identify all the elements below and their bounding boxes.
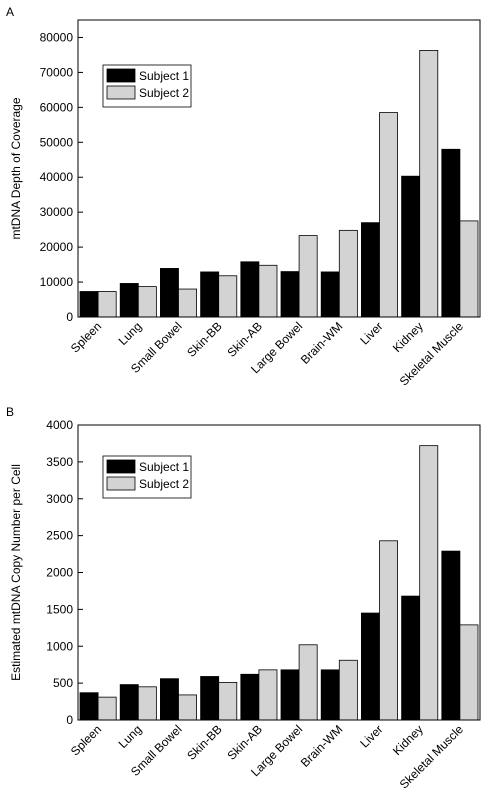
bar (97, 696, 117, 721)
y-tick-label: 1000 (46, 639, 73, 653)
bar (459, 624, 479, 721)
x-tick-label: Kidney (390, 319, 426, 355)
bar (280, 271, 300, 318)
x-tick-label: Skin-AB (224, 319, 265, 360)
bar (298, 235, 318, 318)
bar (218, 681, 238, 721)
x-tick-label: Kidney (390, 722, 426, 758)
y-tick-label: 30000 (40, 205, 74, 219)
bar (160, 678, 179, 721)
bar (320, 271, 340, 318)
bar (137, 686, 157, 721)
legend-label: Subject 2 (139, 86, 189, 100)
bar (379, 112, 398, 318)
x-tick-label: Liver (357, 722, 385, 750)
bar (240, 261, 260, 318)
bar (401, 595, 421, 721)
bar (218, 275, 238, 318)
bar (338, 659, 358, 721)
bar (258, 264, 278, 318)
x-tick-label: Skin-BB (184, 319, 225, 360)
y-tick-label: 70000 (40, 65, 74, 79)
panel-label: A (6, 5, 14, 19)
y-tick-label: 4000 (46, 418, 73, 432)
legend-swatch (106, 68, 136, 83)
x-tick-label: Lung (116, 319, 145, 348)
y-axis-label: mtDNA Depth of Coverage (9, 97, 23, 239)
bar (338, 229, 358, 318)
y-tick-label: 60000 (40, 100, 74, 114)
x-tick-label: Spleen (68, 319, 104, 355)
legend-swatch (106, 85, 136, 100)
y-tick-label: 0 (66, 713, 73, 727)
legend-label: Subject 1 (139, 460, 189, 474)
y-tick-label: 50000 (40, 135, 74, 149)
y-tick-label: 20000 (40, 240, 74, 254)
bar (240, 673, 260, 721)
bar (459, 220, 479, 318)
legend-label: Subject 2 (139, 477, 189, 491)
legend-swatch (106, 476, 136, 491)
bar (419, 49, 439, 318)
bar (119, 684, 139, 721)
y-tick-label: 2000 (46, 566, 73, 580)
bar (361, 612, 380, 721)
bar (441, 148, 461, 318)
y-tick-label: 10000 (40, 275, 74, 289)
plot-frame (77, 424, 481, 721)
bar (79, 692, 99, 721)
y-tick-label: 500 (53, 676, 73, 690)
x-tick-label: Brain-WM (298, 319, 346, 367)
legend-swatch (106, 459, 136, 474)
bar (137, 286, 157, 318)
bar (361, 222, 380, 318)
bar (320, 669, 340, 721)
bar (178, 694, 197, 721)
y-tick-label: 0 (66, 310, 73, 324)
bar (119, 283, 139, 318)
bar (160, 268, 179, 318)
bar (401, 175, 421, 318)
bar (258, 669, 278, 721)
x-tick-label: Skin-BB (184, 722, 225, 763)
bar (441, 550, 461, 721)
bar (178, 288, 197, 318)
y-tick-label: 3000 (46, 492, 73, 506)
y-tick-label: 2500 (46, 529, 73, 543)
y-axis-label: Estimated mtDNA Copy Number per Cell (9, 464, 23, 681)
bar (298, 644, 318, 721)
bar (97, 291, 117, 318)
x-tick-label: Skin-AB (224, 722, 265, 763)
bar (200, 271, 220, 318)
bar (419, 445, 439, 721)
x-tick-label: Spleen (68, 722, 104, 758)
y-tick-label: 80000 (40, 30, 74, 44)
bar (280, 669, 300, 721)
x-tick-label: Liver (357, 319, 385, 347)
bar (200, 676, 220, 721)
y-tick-label: 40000 (40, 170, 74, 184)
y-tick-label: 1500 (46, 602, 73, 616)
bar (379, 540, 398, 721)
plot-frame (77, 19, 481, 318)
legend-label: Subject 1 (139, 69, 189, 83)
y-tick-label: 3500 (46, 455, 73, 469)
bar (79, 291, 99, 318)
x-tick-label: Lung (116, 722, 145, 751)
x-tick-label: Brain-WM (298, 722, 346, 770)
panel-label: B (6, 405, 14, 419)
